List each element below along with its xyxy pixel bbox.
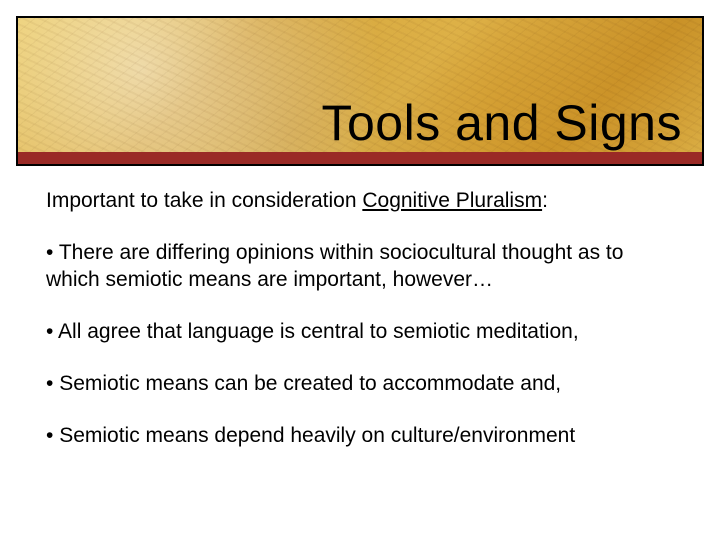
- title-header: Tools and Signs: [16, 16, 704, 166]
- bullet-text: Semiotic means depend heavily on culture…: [59, 424, 575, 447]
- bullet-text: All agree that language is central to se…: [58, 320, 579, 343]
- slide: Tools and Signs Important to take in con…: [0, 0, 720, 540]
- bullet-item: • There are differing opinions within so…: [46, 240, 674, 293]
- intro-prefix: Important to take in consideration: [46, 189, 362, 212]
- intro-line: Important to take in consideration Cogni…: [46, 188, 674, 214]
- bullet-item: • All agree that language is central to …: [46, 319, 674, 345]
- bullet-item: • Semiotic means can be created to accom…: [46, 371, 674, 397]
- intro-emphasis: Cognitive Pluralism: [362, 189, 542, 212]
- slide-title: Tools and Signs: [321, 94, 682, 152]
- bullet-text: There are differing opinions within soci…: [46, 241, 623, 290]
- intro-suffix: :: [542, 189, 548, 212]
- bullet-item: • Semiotic means depend heavily on cultu…: [46, 423, 674, 449]
- slide-body: Important to take in consideration Cogni…: [16, 166, 704, 450]
- accent-bar: [18, 152, 702, 164]
- bullet-text: Semiotic means can be created to accommo…: [59, 372, 561, 395]
